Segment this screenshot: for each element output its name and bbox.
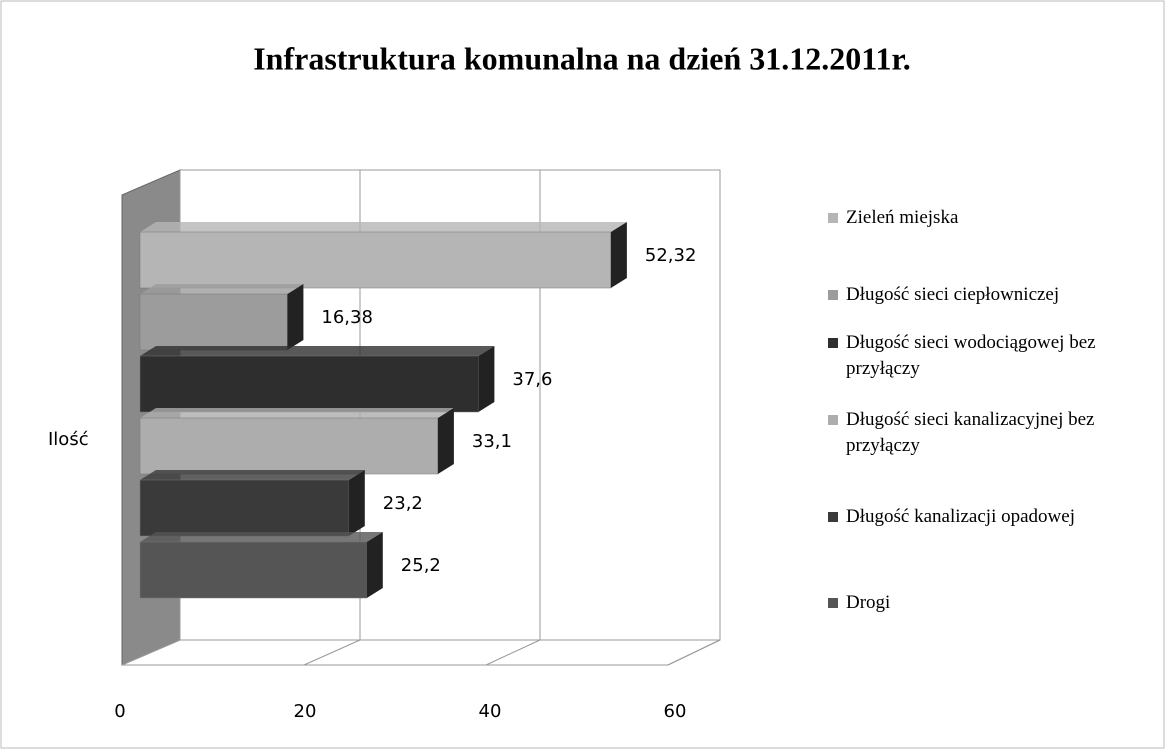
legend-item: Drogi (828, 590, 1158, 616)
grid-line (485, 639, 541, 666)
legend-item: Długość kanalizacji opadowej (828, 504, 1158, 530)
x-tick-label: 60 (664, 701, 687, 722)
bar-top (140, 284, 304, 294)
bar (139, 355, 479, 413)
bar (139, 541, 368, 599)
bar-top (140, 408, 454, 418)
x-tick-label: 0 (114, 701, 125, 722)
bar-end (610, 222, 627, 288)
legend-label: Zieleń miejska (846, 207, 959, 228)
legend-item: Długość sieci wodociągowej bez przyłączy (828, 330, 1158, 382)
bar-end (287, 284, 304, 350)
legend-label: Drogi (846, 592, 891, 613)
bar (139, 293, 288, 351)
bar-top (140, 222, 627, 232)
legend-item: Długość sieci ciepłowniczej (828, 282, 1158, 308)
bar (139, 417, 439, 475)
bar-end (366, 532, 383, 598)
legend-swatch (828, 338, 838, 348)
bar-top (140, 346, 495, 356)
legend-swatch (828, 598, 838, 608)
x-tick-label: 20 (294, 701, 317, 722)
data-label: 52,32 (645, 245, 697, 266)
legend-item: Długość sieci kanalizacyjnej bez przyłąc… (828, 407, 1158, 459)
bar-end (478, 346, 495, 412)
bar-top (140, 532, 383, 542)
data-label: 33,1 (472, 431, 512, 452)
grid-line (667, 639, 721, 666)
legend-label: Długość sieci wodociągowej bez przyłączy (846, 332, 1096, 379)
data-label: 37,6 (512, 369, 552, 390)
bar-end (348, 470, 365, 536)
legend-label: Długość kanalizacji opadowej (846, 506, 1075, 527)
bar-top (140, 470, 365, 480)
floor (121, 639, 721, 666)
category-label: Ilość (48, 429, 89, 450)
x-tick-label: 40 (479, 701, 502, 722)
legend-label: Długość sieci kanalizacyjnej bez przyłąc… (846, 409, 1095, 456)
data-label: 23,2 (383, 493, 423, 514)
bar (139, 231, 612, 289)
grid-line (303, 639, 361, 666)
legend-label: Długość sieci ciepłowniczej (846, 284, 1060, 305)
legend-swatch (828, 512, 838, 522)
legend-swatch (828, 213, 838, 223)
data-label: 25,2 (401, 555, 441, 576)
legend-swatch (828, 415, 838, 425)
legend-swatch (828, 290, 838, 300)
legend-item: Zieleń miejska (828, 205, 1158, 231)
data-label: 16,38 (321, 307, 373, 328)
grid-line (121, 639, 181, 666)
bar (139, 479, 350, 537)
bar-end (437, 408, 454, 474)
chart-title: Infrastruktura komunalna na dzień 31.12.… (253, 40, 911, 76)
